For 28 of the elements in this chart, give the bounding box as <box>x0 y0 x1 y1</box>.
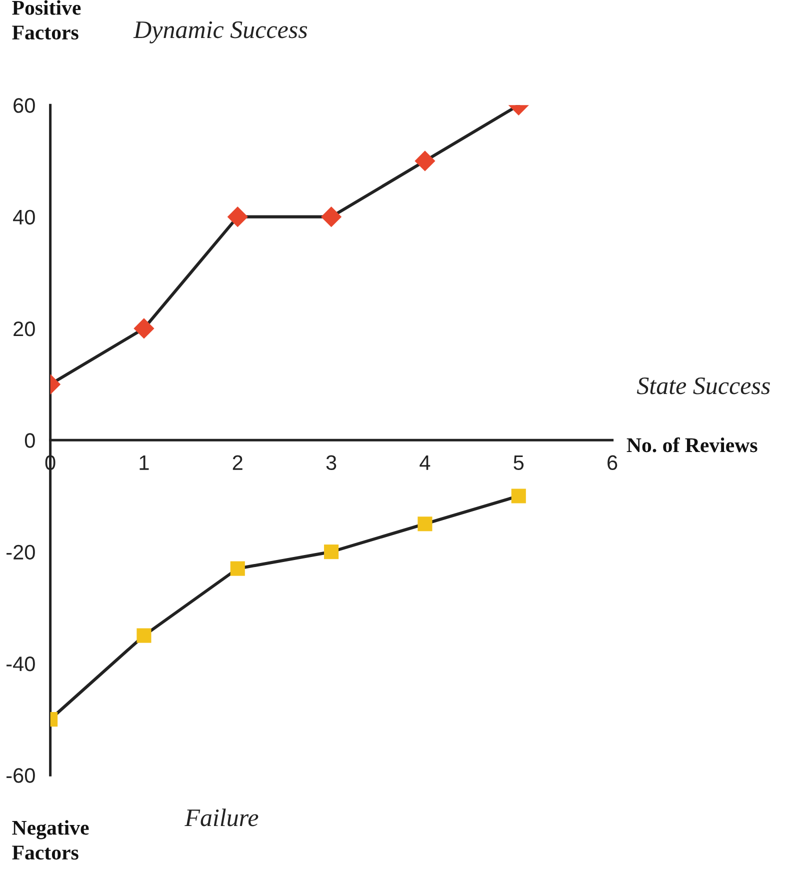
x-tick-label: 6 <box>608 455 618 470</box>
x-tick-label: 1 <box>140 455 149 470</box>
text: Failure <box>184 808 258 826</box>
y-tick-label: 0 <box>24 433 35 448</box>
point <box>324 544 339 560</box>
text: Dynamic Success <box>133 21 308 44</box>
y-tick-label: 40 <box>13 210 35 225</box>
x-tick-label: 2 <box>232 455 242 470</box>
x-tick-label: 3 <box>326 455 336 470</box>
y-tick-label: -20 <box>6 544 35 560</box>
text: State Success <box>636 377 770 394</box>
point <box>511 488 526 504</box>
x-axis-title: No. of Reviews <box>626 437 758 452</box>
point <box>134 318 154 339</box>
y-tick-label: 60 <box>14 98 35 113</box>
y-tick-label: 20 <box>14 321 35 336</box>
x-tick-label: 5 <box>514 455 524 470</box>
y-tick-label: -40 <box>6 656 35 672</box>
point <box>321 206 342 228</box>
point <box>230 561 245 576</box>
x-tick-label: 4 <box>420 455 430 470</box>
point <box>414 150 436 172</box>
y-axis-title: Positive Factors <box>12 0 81 40</box>
point <box>227 206 248 228</box>
y-tick-label: -60 <box>6 768 35 783</box>
point <box>136 628 152 643</box>
text: Negative Factors <box>12 820 89 860</box>
point <box>418 516 432 532</box>
